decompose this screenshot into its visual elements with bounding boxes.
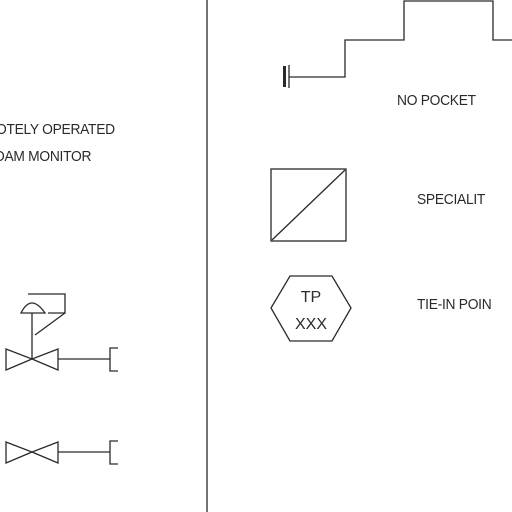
- remote-control-diagonal: [34, 312, 66, 336]
- remote-monitor-label-line1: OTELY OPERATED: [0, 121, 115, 138]
- no-pocket-label: NO POCKET: [397, 92, 476, 109]
- speciality-box-icon: [270, 168, 347, 242]
- remote-control-line: [28, 293, 66, 314]
- foam-monitor-valve-symbol: [5, 293, 118, 372]
- speciality-item-symbol: [270, 168, 347, 242]
- tie-in-point-symbol: TP XXX: [270, 275, 352, 342]
- gate-valve-end-cap-icon: [109, 440, 118, 465]
- tie-in-symbol-top-text: TP: [301, 289, 321, 306]
- tie-in-point-label: TIE-IN POIN: [417, 296, 492, 313]
- tie-in-hexagon-icon: [270, 275, 352, 342]
- gate-valve-symbol: [5, 440, 118, 465]
- speciality-diagonal: [271, 169, 346, 241]
- end-cap-icon: [109, 347, 118, 372]
- no-pocket-flange-icon: [283, 66, 286, 87]
- tie-in-symbol-bottom-text: XXX: [295, 316, 327, 333]
- speciality-label: SPECIALIT: [417, 191, 486, 208]
- no-pocket-symbol: [283, 0, 512, 88]
- gate-valve-body-icon: [5, 441, 59, 464]
- remote-monitor-label-line2: OAM MONITOR: [0, 148, 92, 165]
- no-pocket-line: [289, 0, 512, 78]
- actuator-dome-icon: [19, 302, 47, 314]
